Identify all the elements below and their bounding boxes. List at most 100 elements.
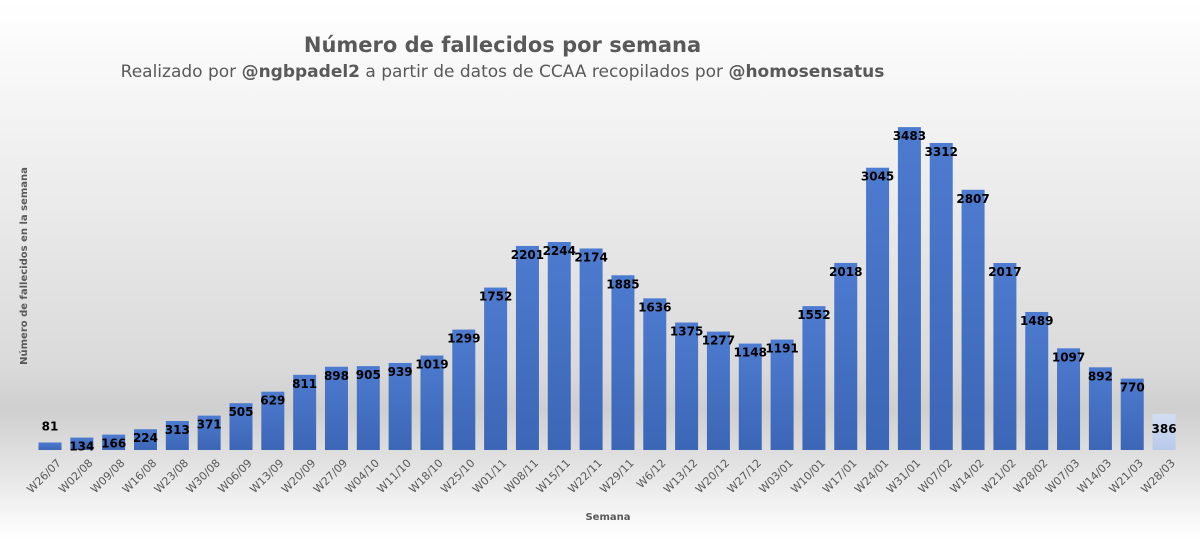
x-tick-label-W20/12: W20/12 bbox=[693, 457, 732, 496]
subtitle-handle-2: @homosensatus bbox=[728, 62, 885, 82]
bar-W26/07 bbox=[38, 442, 62, 450]
x-tick-label-W10/01: W10/01 bbox=[788, 457, 827, 496]
x-tick-label-W21/03: W21/03 bbox=[1107, 457, 1146, 496]
bar-W24/01 bbox=[866, 167, 890, 450]
chart-subtitle: Realizado por @ngbpadel2 a partir de dat… bbox=[0, 62, 1005, 82]
bar-W14/02 bbox=[961, 189, 985, 450]
bar-W21/02 bbox=[993, 263, 1017, 450]
bar-W31/01 bbox=[897, 127, 921, 451]
x-tick-label-W07/03: W07/03 bbox=[1043, 457, 1082, 496]
data-label-W08/11: 2201 bbox=[511, 248, 544, 262]
x-tick-label-W07/02: W07/02 bbox=[916, 457, 955, 496]
x-tick-label-W28/02: W28/02 bbox=[1011, 457, 1050, 496]
x-tick-labels-layer: W26/07W02/08W09/08W16/08W23/08W30/08W06/… bbox=[24, 457, 1177, 496]
data-label-W10/01: 1552 bbox=[797, 308, 830, 322]
x-tick-label-W17/01: W17/01 bbox=[820, 457, 859, 496]
x-tick-label-W16/08: W16/08 bbox=[120, 457, 159, 496]
x-tick-label-W15/11: W15/11 bbox=[534, 457, 573, 496]
x-tick-label-W14/02: W14/02 bbox=[948, 457, 987, 496]
data-label-W20/09: 811 bbox=[292, 377, 317, 391]
x-tick-label-W04/10: W04/10 bbox=[343, 457, 382, 496]
x-tick-label-W21/02: W21/02 bbox=[979, 457, 1018, 496]
bar-W14/03 bbox=[1088, 367, 1112, 450]
bar-W28/03 bbox=[1152, 414, 1176, 450]
x-tick-label-W27/12: W27/12 bbox=[725, 457, 764, 496]
bar-W21/03 bbox=[1120, 378, 1144, 450]
bar-W29/11 bbox=[611, 275, 635, 450]
x-tick-label-W20/09: W20/09 bbox=[279, 457, 318, 496]
x-tick-label-W31/01: W31/01 bbox=[884, 457, 923, 496]
data-label-W17/01: 2018 bbox=[829, 265, 862, 279]
data-label-W23/08: 313 bbox=[165, 423, 190, 437]
data-label-W07/02: 3312 bbox=[925, 145, 958, 159]
bar-W07/03 bbox=[1057, 348, 1081, 450]
data-label-W21/03: 770 bbox=[1120, 381, 1145, 395]
data-label-W27/12: 1148 bbox=[734, 346, 767, 360]
data-label-W13/09: 629 bbox=[260, 394, 285, 408]
bars-layer bbox=[38, 127, 1176, 451]
data-label-W16/08: 224 bbox=[133, 431, 158, 445]
x-tick-label-W18/10: W18/10 bbox=[406, 457, 445, 496]
bar-W17/01 bbox=[834, 262, 858, 450]
data-label-W29/11: 1885 bbox=[606, 277, 639, 291]
data-label-W04/10: 905 bbox=[356, 368, 381, 382]
data-label-W07/03: 1097 bbox=[1052, 350, 1085, 364]
y-axis-title: Número de fallecidos en la semana bbox=[18, 167, 30, 365]
data-label-W14/03: 892 bbox=[1088, 369, 1113, 383]
subtitle-text-1: Realizado por bbox=[120, 62, 242, 82]
data-label-W14/02: 2807 bbox=[956, 192, 989, 206]
bar-W02/08 bbox=[70, 437, 94, 450]
data-label-W26/07: 81 bbox=[42, 419, 59, 433]
x-tick-label-W22/11: W22/11 bbox=[566, 457, 605, 496]
x-tick-label-W11/10: W11/10 bbox=[375, 457, 414, 496]
data-label-W09/08: 166 bbox=[101, 437, 126, 451]
bar-W13/12 bbox=[675, 322, 699, 450]
x-tick-label-W08/11: W08/11 bbox=[502, 457, 541, 496]
x-tick-label-W28/03: W28/03 bbox=[1139, 457, 1178, 496]
data-label-W27/09: 898 bbox=[324, 369, 349, 383]
bar-W11/10 bbox=[388, 362, 412, 450]
data-label-W25/10: 1299 bbox=[447, 332, 480, 346]
bar-W30/08 bbox=[197, 415, 221, 450]
data-label-W06/09: 505 bbox=[228, 405, 253, 419]
x-axis-title: Semana bbox=[585, 512, 630, 523]
data-label-W28/02: 1489 bbox=[1020, 314, 1053, 328]
x-tick-label-W25/10: W25/10 bbox=[438, 457, 477, 496]
bar-W09/08 bbox=[102, 434, 126, 450]
x-tick-label-W26/07: W26/07 bbox=[24, 457, 63, 496]
data-label-W01/11: 1752 bbox=[479, 290, 512, 304]
bar-W03/01 bbox=[770, 339, 794, 450]
bar-W27/12 bbox=[738, 343, 762, 450]
bar-W27/09 bbox=[324, 366, 348, 450]
x-tick-label-W24/01: W24/01 bbox=[852, 457, 891, 496]
data-label-W28/03: 386 bbox=[1152, 422, 1177, 436]
x-tick-label-W29/11: W29/11 bbox=[597, 457, 636, 496]
x-tick-label-W09/08: W09/08 bbox=[88, 457, 127, 496]
data-label-W24/01: 3045 bbox=[861, 170, 894, 184]
x-tick-label-W02/08: W02/08 bbox=[56, 457, 95, 496]
bar-W20/12 bbox=[706, 331, 730, 450]
bar-W25/10 bbox=[452, 329, 476, 450]
bar-W10/01 bbox=[802, 306, 826, 450]
x-tick-label-W14/03: W14/03 bbox=[1075, 457, 1114, 496]
bar-W16/08 bbox=[133, 429, 157, 450]
data-label-W21/02: 2017 bbox=[988, 265, 1021, 279]
x-tick-label-W30/08: W30/08 bbox=[184, 457, 223, 496]
data-label-W22/11: 2174 bbox=[574, 250, 607, 264]
x-tick-label-W06/09: W06/09 bbox=[215, 457, 254, 496]
data-label-W13/12: 1375 bbox=[670, 325, 703, 339]
bar-W28/02 bbox=[1025, 311, 1049, 450]
data-label-W31/01: 3483 bbox=[893, 129, 926, 143]
x-tick-label-W01/11: W01/11 bbox=[470, 457, 509, 496]
data-label-W6/12: 1636 bbox=[638, 300, 671, 314]
bar-W22/11 bbox=[579, 248, 603, 450]
data-label-W03/01: 1191 bbox=[765, 342, 798, 356]
x-tick-label-W27/09: W27/09 bbox=[311, 457, 350, 496]
bar-W04/10 bbox=[356, 366, 380, 450]
bar-W06/09 bbox=[229, 403, 253, 450]
bar-W07/02 bbox=[929, 142, 953, 450]
data-label-W11/10: 939 bbox=[388, 365, 413, 379]
data-label-W20/12: 1277 bbox=[702, 334, 735, 348]
